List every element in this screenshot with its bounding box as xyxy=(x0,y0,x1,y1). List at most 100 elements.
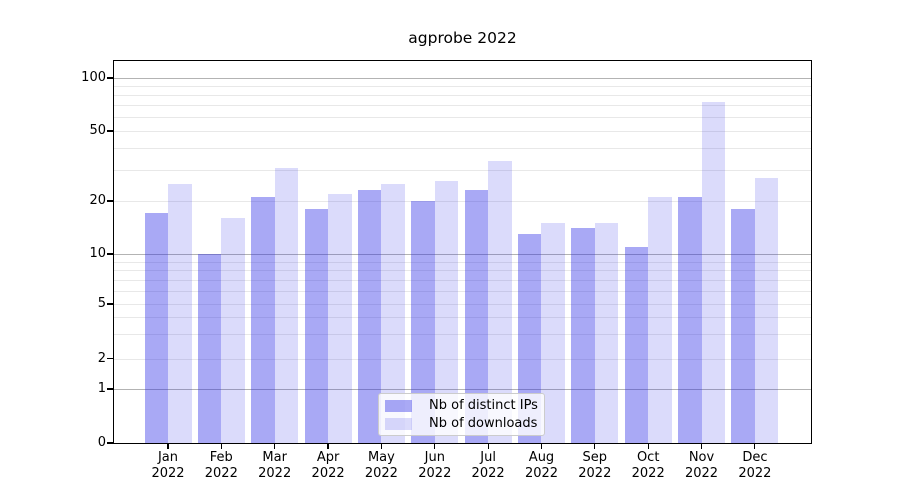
bar-downloads-oct-2022 xyxy=(648,197,672,443)
gridline-3 xyxy=(114,334,811,336)
bar-distinct-ips-feb-2022 xyxy=(197,254,222,443)
chart-title: agprobe 2022 xyxy=(408,29,517,47)
x-tick-label-mar-2022: Mar 2022 xyxy=(247,450,303,482)
bar-distinct-ips-aug-2022 xyxy=(517,233,542,443)
bar-distinct-ips-nov-2022 xyxy=(678,197,702,443)
x-tick-label-jan-2022: Jan 2022 xyxy=(140,450,196,482)
x-tick-label-jul-2022: Jul 2022 xyxy=(460,450,516,482)
gridline-4 xyxy=(114,317,811,319)
x-tick-jan-2022 xyxy=(167,443,169,449)
x-tick-year: 2022 xyxy=(258,466,292,481)
x-tick-year: 2022 xyxy=(151,466,185,481)
gridline-9 xyxy=(114,261,811,263)
gridline-40 xyxy=(114,148,811,149)
legend-label-downloads: Nb of downloads xyxy=(429,416,538,431)
x-tick-year: 2022 xyxy=(684,466,719,481)
x-tick-label-feb-2022: Feb 2022 xyxy=(193,450,249,482)
y-tick-label-10: 10 xyxy=(89,246,106,261)
bar-downloads-feb-2022 xyxy=(221,218,245,443)
x-tick-label-aug-2022: Aug 2022 xyxy=(514,450,570,482)
y-tick-mark-5 xyxy=(106,303,114,305)
gridline-7 xyxy=(114,279,811,281)
legend-item-downloads: Nb of downloads xyxy=(385,416,538,431)
gridline-6 xyxy=(114,290,811,292)
y-tick-label-1: 1 xyxy=(97,381,106,396)
x-tick-month: Mar xyxy=(262,450,287,465)
bar-distinct-ips-jan-2022 xyxy=(144,213,168,443)
bar-downloads-nov-2022 xyxy=(701,102,725,443)
gridline-1 xyxy=(114,389,811,390)
bar-distinct-ips-jul-2022 xyxy=(464,190,489,443)
x-tick-jun-2022 xyxy=(434,443,436,449)
bar-downloads-mar-2022 xyxy=(274,167,299,443)
legend-swatch-downloads xyxy=(385,417,412,430)
bar-downloads-aug-2022 xyxy=(541,223,565,443)
legend-swatch-distinct-ips xyxy=(385,399,412,412)
x-tick-month: Jan xyxy=(157,450,179,465)
bar-distinct-ips-jun-2022 xyxy=(411,201,435,443)
y-tick-mark-0 xyxy=(106,442,114,444)
x-tick-year: 2022 xyxy=(471,466,505,481)
x-tick-year: 2022 xyxy=(524,466,559,481)
x-tick-month: Feb xyxy=(209,450,233,465)
x-tick-year: 2022 xyxy=(364,466,398,481)
gridline-60 xyxy=(114,117,811,118)
x-tick-year: 2022 xyxy=(738,466,772,481)
gridline-100 xyxy=(114,78,811,79)
y-tick-mark-2 xyxy=(106,357,114,360)
y-tick-label-100: 100 xyxy=(81,70,106,85)
bar-downloads-apr-2022 xyxy=(328,193,352,443)
x-tick-dec-2022 xyxy=(754,443,756,449)
gridline-30 xyxy=(114,170,811,171)
gridline-50 xyxy=(114,131,811,132)
x-tick-year: 2022 xyxy=(418,466,452,481)
y-tick-label-0: 0 xyxy=(97,435,106,450)
x-tick-year: 2022 xyxy=(311,466,345,481)
bar-downloads-dec-2022 xyxy=(754,178,779,443)
x-tick-oct-2022 xyxy=(647,443,649,449)
gridline-70 xyxy=(114,105,811,107)
x-tick-label-apr-2022: Apr 2022 xyxy=(300,450,356,482)
x-tick-nov-2022 xyxy=(700,443,703,449)
bar-downloads-jan-2022 xyxy=(168,184,192,443)
plot-area xyxy=(114,61,811,443)
gridline-8 xyxy=(114,270,811,272)
y-tick-label-20: 20 xyxy=(89,193,106,208)
x-tick-mar-2022 xyxy=(274,443,276,449)
y-tick-label-50: 50 xyxy=(89,123,106,138)
bar-distinct-ips-apr-2022 xyxy=(304,209,329,443)
x-tick-month: Nov xyxy=(688,450,715,465)
gridline-20 xyxy=(114,201,811,202)
x-tick-year: 2022 xyxy=(578,466,612,481)
x-tick-month: Dec xyxy=(742,450,768,465)
bar-distinct-ips-sep-2022 xyxy=(571,228,595,443)
y-tick-label-5: 5 xyxy=(97,296,106,311)
bar-downloads-jul-2022 xyxy=(488,160,512,443)
y-tick-mark-20 xyxy=(106,200,114,202)
bar-downloads-sep-2022 xyxy=(594,223,619,443)
x-tick-label-may-2022: May 2022 xyxy=(353,450,409,482)
x-tick-month: Sep xyxy=(582,450,608,465)
bar-downloads-may-2022 xyxy=(381,184,405,443)
x-tick-label-nov-2022: Nov 2022 xyxy=(674,450,730,482)
gridline-90 xyxy=(114,86,811,88)
bar-distinct-ips-may-2022 xyxy=(357,190,382,443)
gridline-10 xyxy=(114,254,811,255)
bar-distinct-ips-oct-2022 xyxy=(624,246,649,443)
y-tick-mark-10 xyxy=(106,253,114,255)
x-tick-month: Oct xyxy=(636,450,660,465)
x-tick-year: 2022 xyxy=(204,466,238,481)
x-tick-label-jun-2022: Jun 2022 xyxy=(407,450,463,482)
gridline-2 xyxy=(114,358,811,360)
y-tick-label-2: 2 xyxy=(97,350,106,366)
x-tick-month: Aug xyxy=(528,450,555,465)
x-tick-month: Jun xyxy=(424,450,445,465)
x-tick-label-dec-2022: Dec 2022 xyxy=(727,450,783,482)
x-tick-month: May xyxy=(367,450,395,465)
x-tick-label-oct-2022: Oct 2022 xyxy=(620,450,676,482)
bar-distinct-ips-mar-2022 xyxy=(251,197,275,443)
legend: Nb of distinct IPs Nb of downloads xyxy=(378,393,545,436)
bar-distinct-ips-dec-2022 xyxy=(731,209,755,443)
x-tick-year: 2022 xyxy=(631,466,665,481)
y-tick-mark-1 xyxy=(106,388,114,390)
